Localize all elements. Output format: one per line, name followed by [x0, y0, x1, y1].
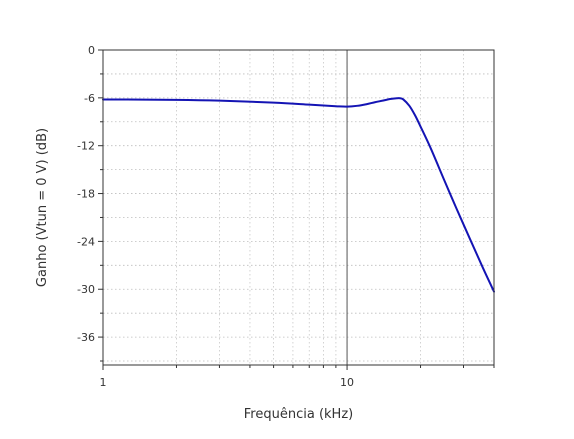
y-tick-label: -18 — [77, 188, 95, 201]
y-tick-label: -12 — [77, 140, 95, 153]
plot-frame — [102, 49, 495, 366]
x-axis-title: Frequência (kHz) — [244, 407, 353, 422]
tick-labels: 0 -6 -12 -18 -24 -30 -36 1 10 — [77, 44, 354, 389]
y-tick-label: 0 — [88, 44, 95, 57]
ticks — [98, 49, 495, 370]
y-tick-label: -24 — [77, 235, 95, 248]
series-layer — [102, 97, 495, 293]
gain-curve — [102, 97, 495, 293]
y-tick-label: -36 — [77, 331, 95, 344]
y-tick-label: -30 — [77, 283, 95, 296]
grid — [102, 49, 495, 365]
x-tick-label: 1 — [100, 376, 107, 389]
y-tick-label: -6 — [84, 92, 95, 105]
y-axis-title: Ganho (Vtun = 0 V) (dB) — [35, 128, 50, 287]
x-tick-label: 10 — [340, 376, 354, 389]
